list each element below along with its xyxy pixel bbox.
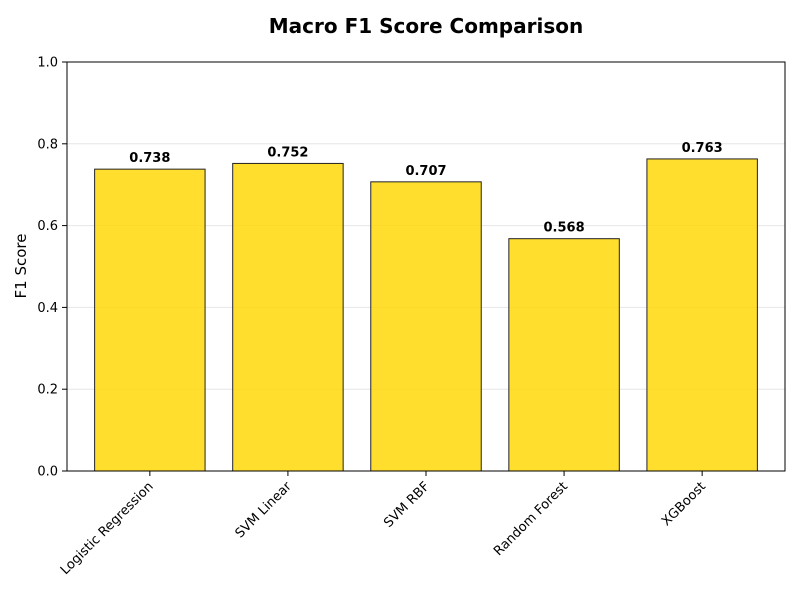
x-tick-label: Logistic Regression xyxy=(58,479,157,578)
bar-value-label: 0.738 xyxy=(129,151,170,166)
bar xyxy=(232,162,344,472)
x-tick-label: Random Forest xyxy=(491,479,571,559)
x-tick-label: XGBoost xyxy=(659,479,709,529)
bar-value-label: 0.752 xyxy=(267,145,308,160)
bar xyxy=(94,168,206,472)
chart-title: Macro F1 Score Comparison xyxy=(269,14,583,38)
bar-value-label: 0.707 xyxy=(405,164,446,179)
y-tick-label: 0.0 xyxy=(37,465,58,480)
y-tick-label: 0.6 xyxy=(37,219,58,234)
bar-value-label: 0.568 xyxy=(544,221,585,236)
bar-value-label: 0.763 xyxy=(682,141,723,156)
data-labels: 0.738 0.752 0.707 0.568 0.763 xyxy=(129,141,722,236)
bar xyxy=(508,238,620,472)
y-tick-label: 0.8 xyxy=(37,137,58,152)
y-axis-label: F1 Score xyxy=(12,234,30,299)
bars xyxy=(94,158,758,472)
x-tick-label: SVM RBF xyxy=(381,479,433,531)
bar xyxy=(370,181,482,472)
y-tick-label: 0.4 xyxy=(37,301,58,316)
bar xyxy=(646,158,758,472)
y-tick-label: 1.0 xyxy=(37,56,58,71)
y-tick-label: 0.2 xyxy=(37,383,58,398)
x-tick-label: SVM Linear xyxy=(233,479,296,542)
